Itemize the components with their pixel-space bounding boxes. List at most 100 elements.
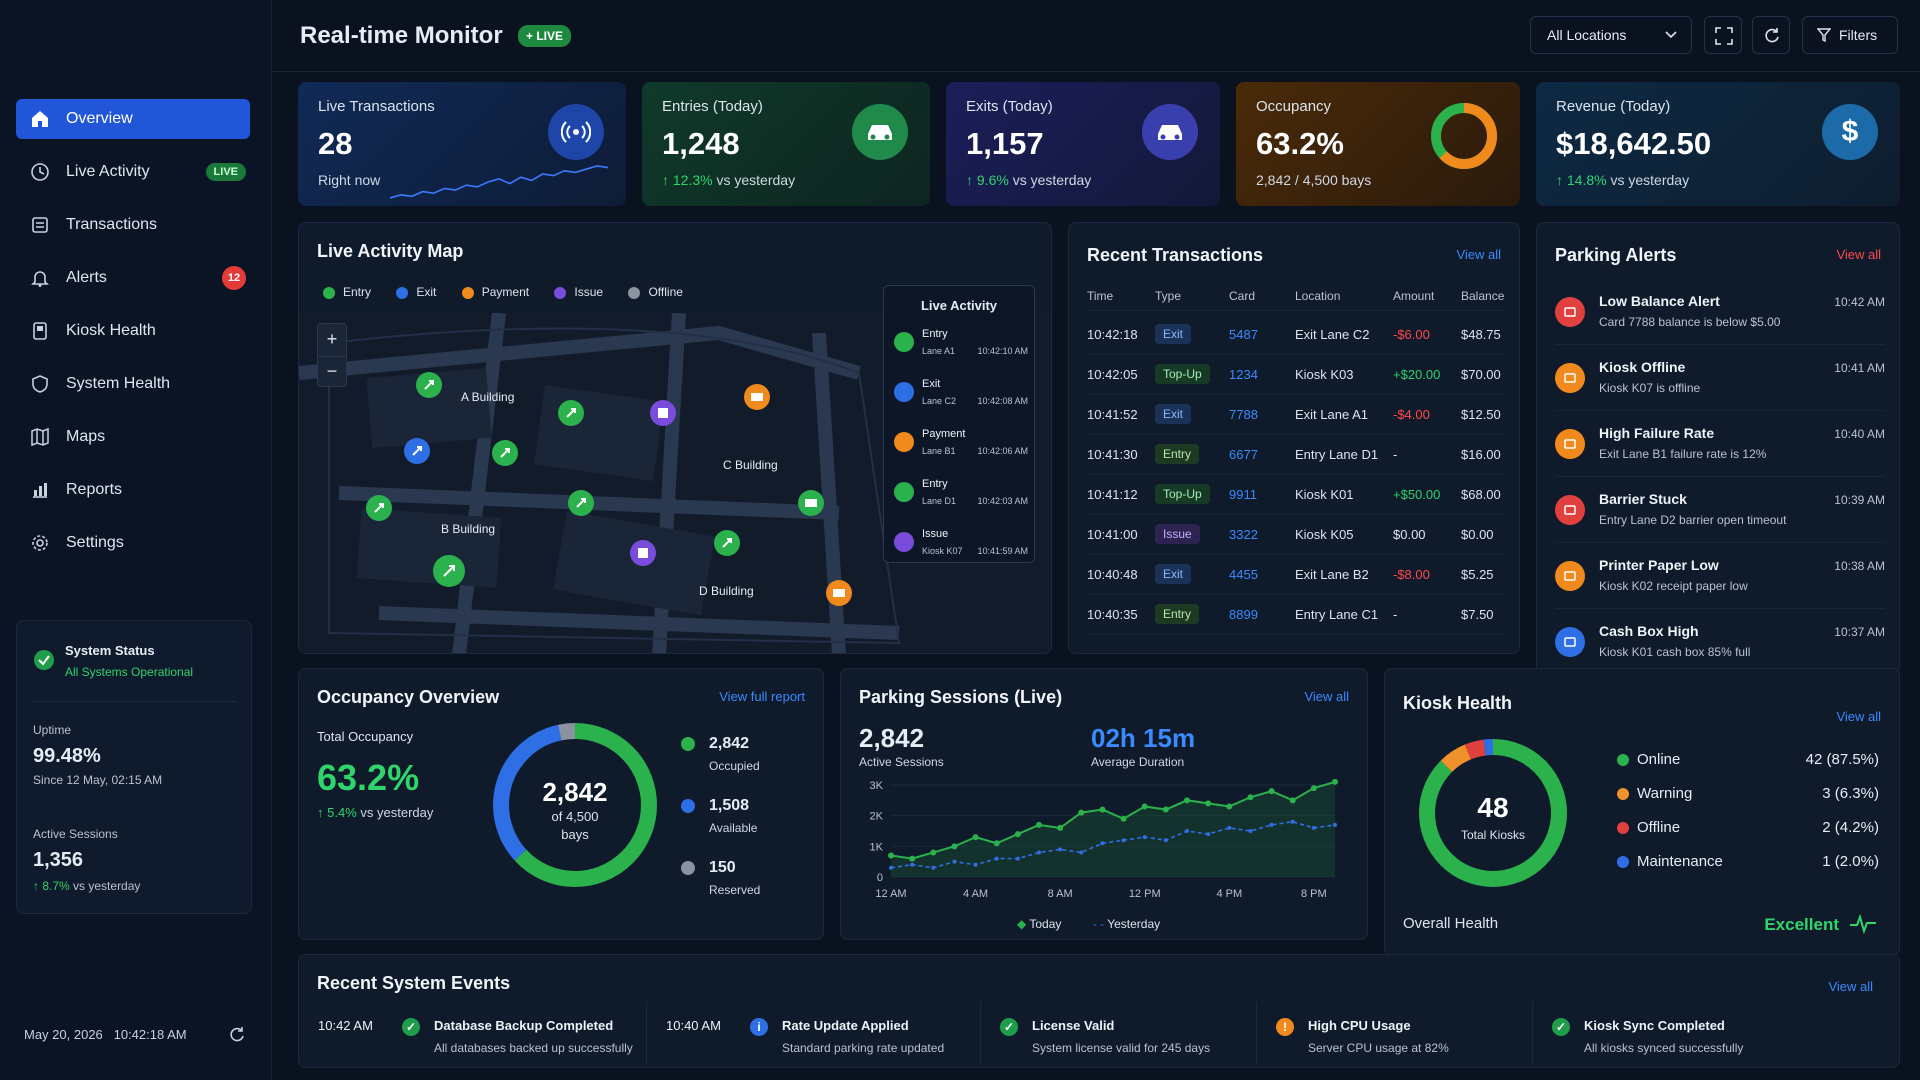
table-row[interactable]: 10:40:48 Exit 4455 Exit Lane B2 -$8.00 $5.25 (1087, 555, 1507, 595)
feed-type: Exit (922, 378, 941, 390)
table-cell: $5.25 (1461, 567, 1494, 582)
legend-dot (681, 860, 695, 875)
table-row[interactable]: 10:41:30 Entry 6677 Entry Lane D1- $16.00 (1087, 435, 1507, 475)
sidebar-item-kiosk-health[interactable]: Kiosk Health (16, 311, 250, 351)
location-select[interactable]: All Locations (1530, 16, 1692, 54)
active-sessions-value: 1,356 (33, 849, 84, 871)
event-item[interactable]: ! High CPU Usage Server CPU usage at 82% (1256, 1002, 1576, 1072)
alert-item[interactable]: Kiosk Offline Kiosk K07 is offline 10:41 A… (1555, 349, 1885, 411)
map-marker-issue[interactable] (630, 540, 656, 566)
sidebar-item-maps[interactable]: Maps (16, 417, 250, 457)
alert-title: High Failure Rate (1599, 425, 1715, 441)
view-all-link[interactable]: View all (1836, 709, 1881, 724)
section-title: Live Activity Map (317, 241, 464, 261)
map-marker-entry[interactable] (433, 555, 465, 587)
alert-title: Low Balance Alert (1599, 293, 1720, 309)
car-icon (852, 104, 908, 160)
kpi-revenue[interactable]: Revenue (Today) $18,642.50 ↑ 14.8% vs ye… (1536, 82, 1900, 206)
event-text: Kiosk Sync Completed All kiosks synced su… (1584, 1018, 1814, 1055)
table-cell: 10:40:35 (1087, 607, 1138, 622)
x-tick-label: 12 PM (1129, 888, 1161, 900)
map-marker-entry[interactable] (366, 495, 392, 521)
sidebar-item-reports[interactable]: Reports (16, 470, 250, 510)
shield-icon (32, 375, 48, 393)
legend-value: 3 (6.3%) (1822, 785, 1879, 802)
view-all-link[interactable]: View all (1836, 247, 1881, 262)
kpi-entries[interactable]: Entries (Today) 1,248 ↑ 12.3% vs yesterd… (642, 82, 930, 206)
map-marker-exit[interactable] (404, 438, 430, 464)
map-marker-issue[interactable] (650, 400, 676, 426)
sidebar-item-overview[interactable]: Overview (16, 99, 250, 139)
kiosk-donut: 48 Total Kiosks (1419, 739, 1567, 887)
kpi-exits[interactable]: Exits (Today) 1,157 ↑ 9.6% vs yesterday (946, 82, 1220, 206)
table-row[interactable]: 10:41:52 Exit 7788 Exit Lane A1 -$4.00 $12.50 (1087, 395, 1507, 435)
event-title: Kiosk Sync Completed (1584, 1018, 1725, 1033)
map-canvas[interactable]: A Building B Building C Building D Build… (299, 313, 1052, 654)
table-row[interactable]: 10:42:05 Top-Up 1234 Kiosk K03 +$20.00 $70.00 (1087, 355, 1507, 395)
event-item[interactable]: 10:40 AM i Rate Update Applied Standard par… (646, 1002, 966, 1072)
refresh-icon[interactable] (228, 1026, 246, 1044)
divider (1256, 1002, 1257, 1064)
alert-item[interactable]: Low Balance Alert Card 7788 balance is be… (1555, 283, 1885, 345)
sidebar-item-alerts[interactable]: Alerts 12 (16, 258, 250, 298)
alerts-count-badge: 12 (222, 266, 246, 290)
kpi-value: 1,157 (966, 126, 1044, 161)
entry-icon (894, 482, 914, 502)
alert-item[interactable]: High Failure Rate Exit Lane B1 failure ra… (1555, 415, 1885, 477)
feed-item[interactable]: Exit Lane C2 10:42:08 AM (894, 376, 1028, 420)
view-all-link[interactable]: View all (1304, 689, 1349, 704)
zoom-out-button[interactable]: − (318, 356, 346, 388)
live-badge: LIVE (205, 163, 246, 181)
filters-button[interactable]: Filters (1802, 16, 1898, 54)
table-cell: $68.00 (1461, 487, 1501, 502)
alert-item[interactable]: Barrier Stuck Entry Lane D2 barrier open … (1555, 481, 1885, 543)
sidebar-item-transactions[interactable]: Transactions (16, 205, 250, 245)
table-row[interactable]: 10:41:12 Top-Up 9911 Kiosk K01 +$50.00 $68.00 (1087, 475, 1507, 515)
table-cell: -$4.00 (1393, 407, 1430, 422)
sidebar-item-live-activity[interactable]: Live Activity LIVE (16, 152, 250, 192)
view-all-link[interactable]: View all (1456, 247, 1501, 262)
map-marker-entry[interactable] (416, 372, 442, 398)
map-marker-payment[interactable] (826, 580, 852, 606)
event-item[interactable]: ✓ License Valid System license valid for 2… (980, 1002, 1300, 1072)
table-row[interactable]: 10:41:00 Issue 3322 Kiosk K05 $0.00 $0.00 (1087, 515, 1507, 555)
data-point (1247, 794, 1254, 801)
alert-item[interactable]: Cash Box High Kiosk K01 cash box 85% full… (1555, 613, 1885, 675)
legend-label: Warning (1637, 785, 1693, 802)
feed-item[interactable]: Entry Lane A1 10:42:10 AM (894, 326, 1028, 370)
map-marker-entry[interactable] (492, 440, 518, 466)
event-item[interactable]: ✓ Kiosk Sync Completed All kiosks synced s… (1532, 1002, 1852, 1072)
kpi-occupancy[interactable]: Occupancy 63.2% 2,842 / 4,500 bays (1236, 82, 1520, 206)
zoom-in-button[interactable]: + (326, 329, 338, 349)
map-marker-entry[interactable] (714, 530, 740, 556)
kpi-live-transactions[interactable]: Live Transactions 28 Right now (298, 82, 626, 206)
view-full-report-link[interactable]: View full report (719, 689, 805, 704)
map-marker-entry[interactable] (558, 400, 584, 426)
table-row[interactable]: 10:42:18 Exit 5487 Exit Lane C2 -$6.00 $48.75 (1087, 315, 1507, 355)
refresh-button[interactable] (1752, 16, 1790, 54)
sidebar-item-system-health[interactable]: System Health (16, 364, 250, 404)
view-all-link[interactable]: View all (1828, 979, 1873, 994)
table-cell: +$20.00 (1393, 367, 1441, 382)
legend-label: Maintenance (1637, 853, 1723, 870)
payment-icon (894, 432, 914, 452)
alert-item[interactable]: Printer Paper Low Kiosk K02 receipt paper… (1555, 547, 1885, 609)
feed-item[interactable]: Issue Kiosk K07 10:41:59 AM (894, 526, 1028, 570)
feed-item[interactable]: Payment Lane B1 10:42:06 AM (894, 426, 1028, 470)
donut-of: of 4,500 (552, 809, 599, 824)
map-marker-entry[interactable] (568, 490, 594, 516)
feed-item[interactable]: Entry Lane D1 10:42:03 AM (894, 476, 1028, 520)
table-row[interactable]: 10:40:35 Entry 8899 Entry Lane C1- $7.50 (1087, 595, 1507, 635)
event-item[interactable]: 10:42 AM ✓ Database Backup Completed All da… (318, 1012, 633, 1072)
data-point (1100, 841, 1105, 846)
total-occupancy-value: 63.2% (317, 757, 420, 798)
sidebar-item-settings[interactable]: Settings (16, 523, 250, 563)
table-cell: Exit Lane B2 (1295, 567, 1369, 582)
active-sessions-label: Active Sessions (859, 755, 944, 769)
data-point (994, 856, 999, 861)
fullscreen-button[interactable] (1704, 16, 1742, 54)
map-marker-entry[interactable] (798, 490, 824, 516)
map-marker-payment[interactable] (744, 384, 770, 410)
transactions-icon (32, 217, 48, 233)
feed-type: Entry (922, 328, 948, 340)
